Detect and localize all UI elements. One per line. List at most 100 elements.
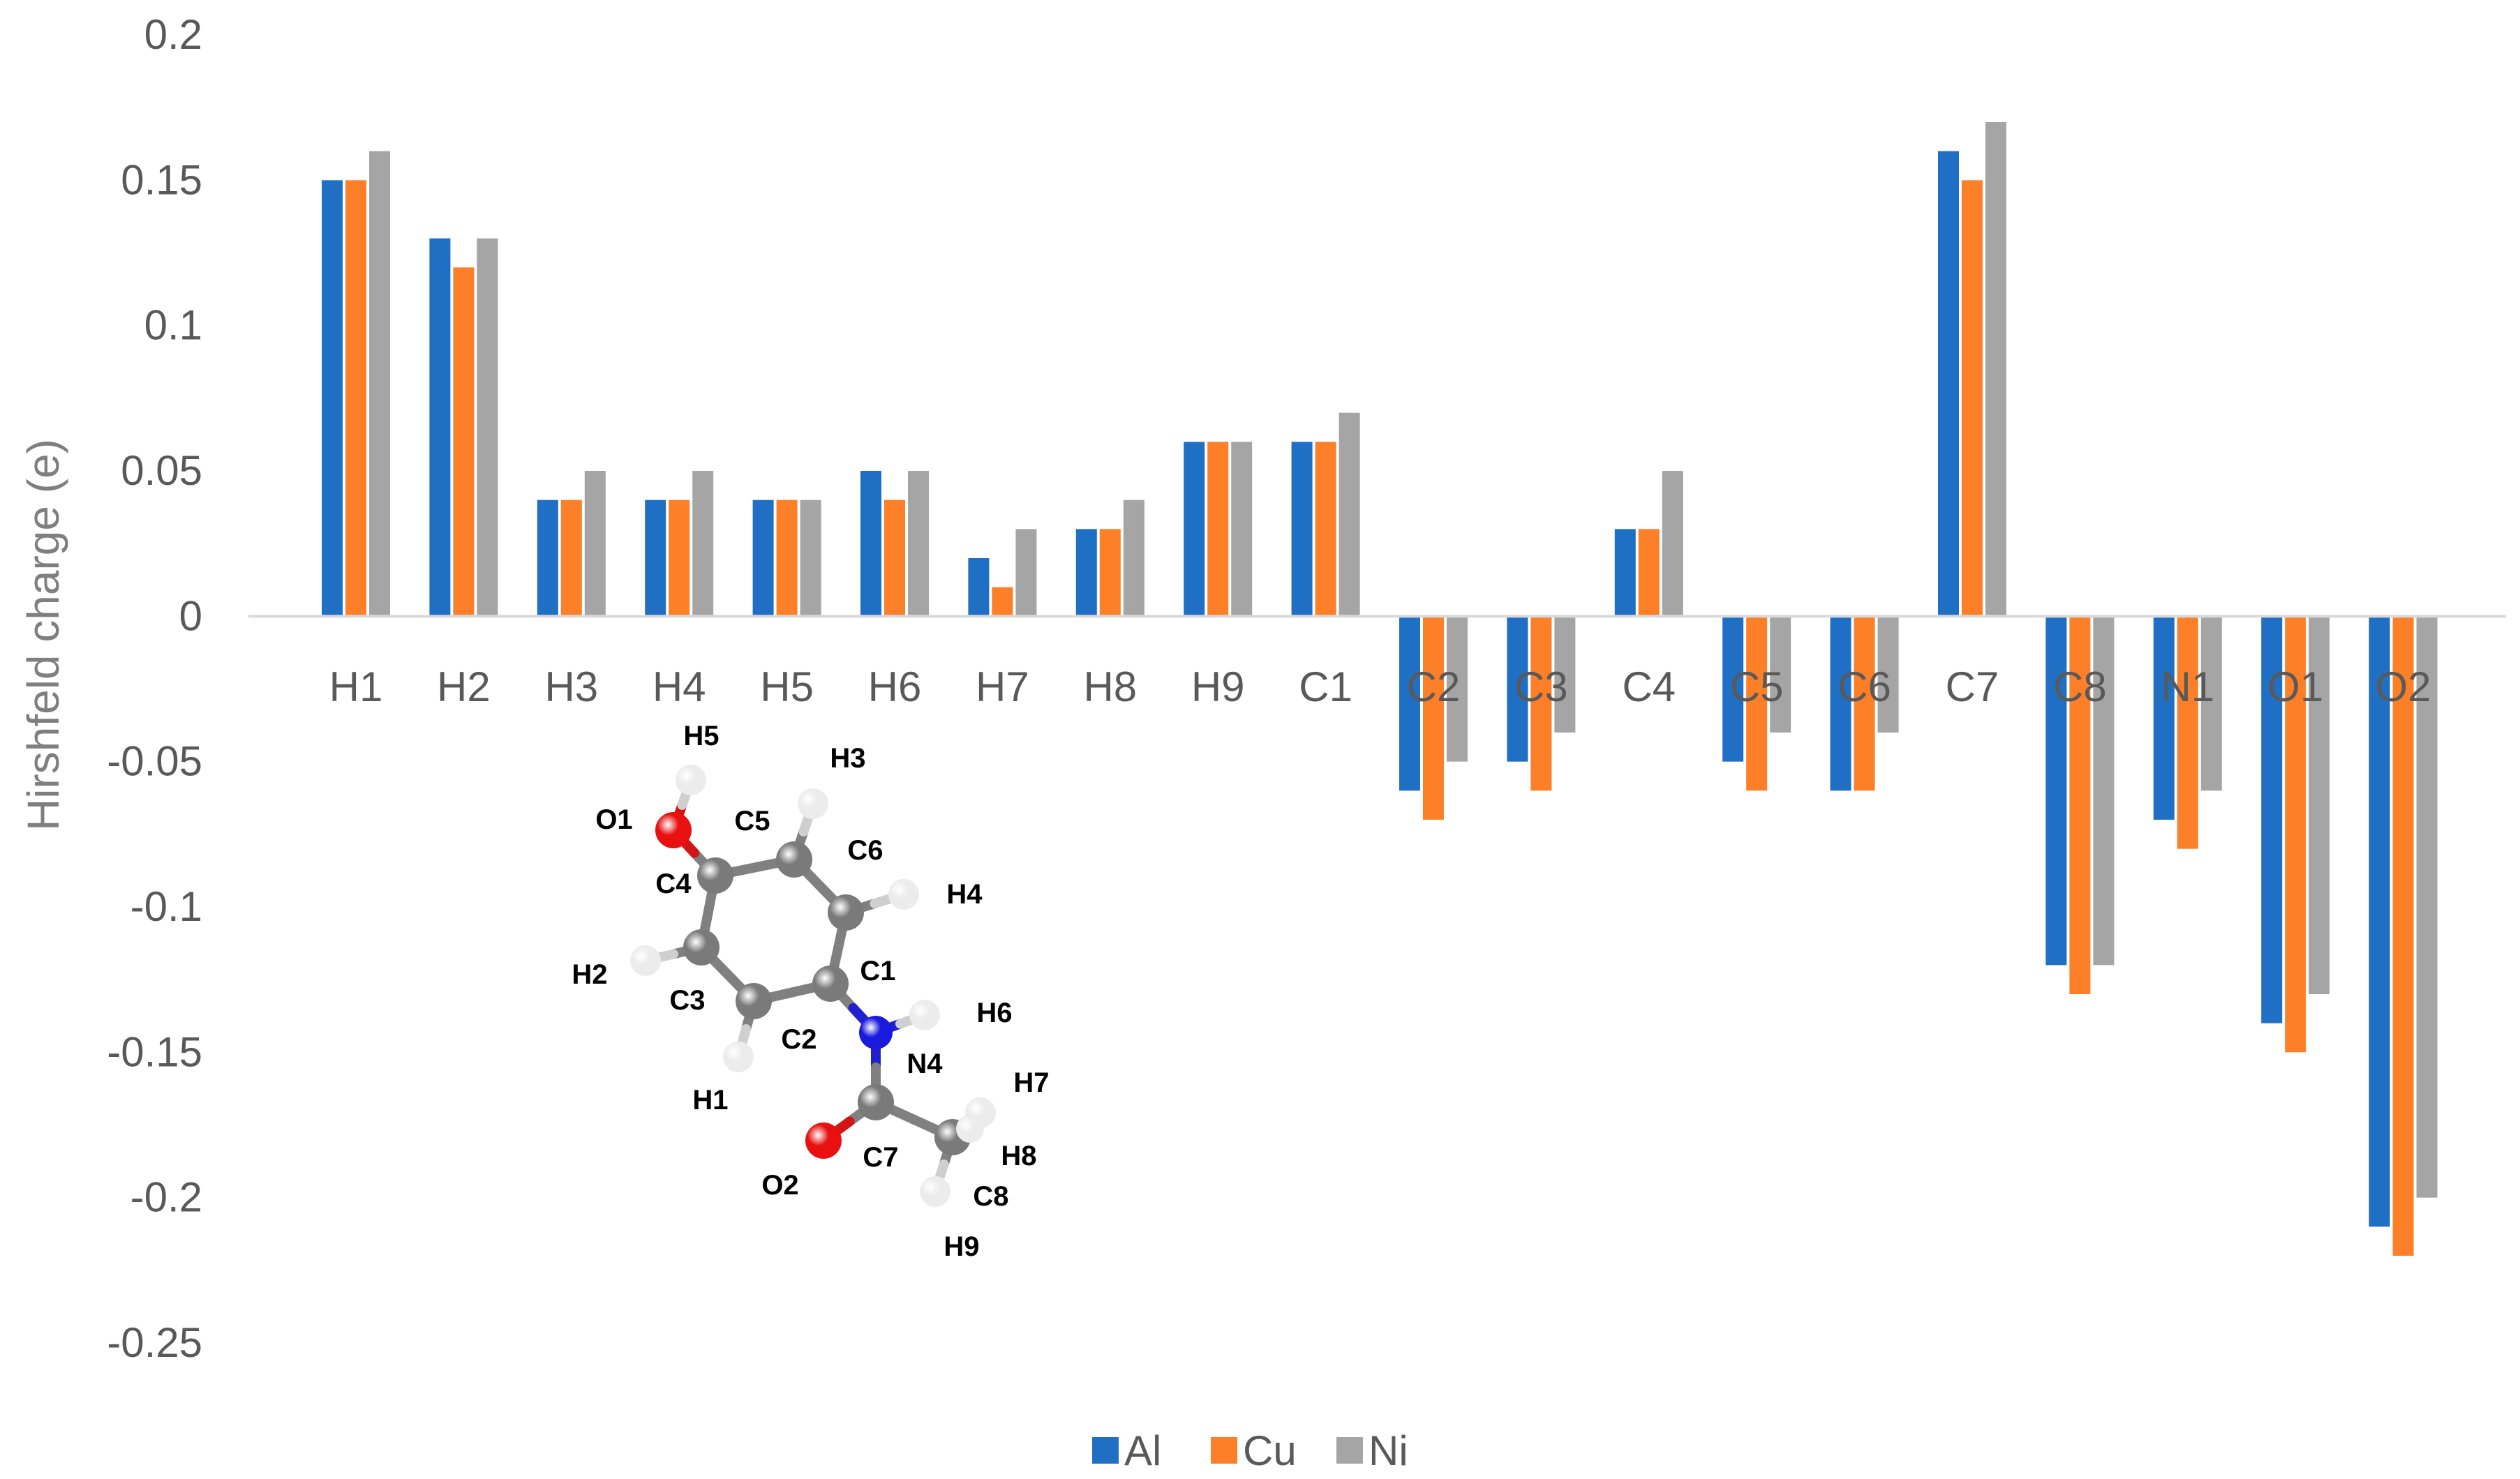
atom-h4 — [888, 879, 919, 910]
bar-cu-h7 — [992, 587, 1013, 617]
x-category-label: H4 — [653, 663, 706, 710]
bar-cu-h8 — [1099, 529, 1121, 617]
atom-label: N4 — [907, 1049, 943, 1079]
bar-ni-h6 — [908, 471, 929, 617]
bar-ni-o1 — [2309, 616, 2330, 994]
bar-cu-c5 — [1746, 616, 1768, 791]
bar-cu-h3 — [560, 500, 582, 617]
bar-al-h9 — [1184, 442, 1205, 617]
x-category-label: H5 — [760, 663, 814, 710]
legend-label-al: Al — [1124, 1427, 1161, 1474]
x-category-label: C3 — [1514, 663, 1568, 710]
bar-ni-h8 — [1123, 500, 1145, 617]
bar-al-h8 — [1075, 529, 1097, 617]
bar-ni-n1 — [2200, 616, 2222, 791]
x-category-label: H7 — [976, 663, 1029, 710]
y-tick-label: -0.1 — [131, 883, 202, 930]
x-category-label: C5 — [1730, 663, 1784, 710]
bar-cu-o2 — [2392, 616, 2414, 1256]
bar-ni-c5 — [1770, 616, 1791, 733]
bar-al-c7 — [1938, 151, 1959, 617]
atom-label: H5 — [683, 721, 719, 751]
atom-o2 — [805, 1123, 842, 1159]
bar-al-h4 — [645, 500, 666, 617]
atom-h6 — [909, 1000, 940, 1030]
bar-cu-h9 — [1207, 442, 1229, 617]
atom-label: H8 — [1001, 1141, 1036, 1171]
atom-label: C1 — [860, 956, 895, 986]
atom-h9 — [920, 1176, 950, 1207]
bar-cu-h5 — [776, 500, 798, 617]
atom-label: C3 — [669, 985, 705, 1016]
x-category-label: H8 — [1083, 663, 1137, 710]
bar-ni-h9 — [1231, 442, 1253, 617]
bar-cu-c1 — [1315, 442, 1336, 617]
y-tick-label: -0.25 — [107, 1319, 202, 1366]
y-tick-label: 0.05 — [121, 447, 202, 494]
atom-label: C7 — [863, 1142, 898, 1173]
bar-ni-c3 — [1554, 616, 1576, 733]
bar-al-c8 — [2045, 616, 2067, 966]
x-category-label: O2 — [2376, 663, 2431, 710]
legend: Al Cu Ni — [1092, 1427, 1408, 1474]
bar-al-h3 — [537, 500, 558, 617]
bar-al-o2 — [2369, 616, 2390, 1227]
x-category-label: C7 — [1946, 663, 1999, 710]
atom-label: H6 — [976, 998, 1012, 1028]
atom-n4 — [859, 1016, 893, 1049]
legend-label-ni: Ni — [1369, 1427, 1408, 1474]
atom-h1 — [723, 1042, 754, 1072]
y-tick-label: -0.2 — [131, 1174, 202, 1221]
bar-cu-n1 — [2177, 616, 2198, 849]
x-category-label: N1 — [2161, 663, 2214, 710]
atom-c7 — [858, 1084, 894, 1120]
bar-ni-h4 — [692, 471, 714, 617]
x-category-label: H9 — [1191, 663, 1245, 710]
molecule-atom-labels: H5 H3 O1 C5 C6 H4 C4 C1 H2 C3 C2 H6 N4 H7 H1 H8 C7 O2 C8 H9 — [572, 721, 1049, 1262]
x-category-label: C8 — [2053, 663, 2107, 710]
atom-label: C8 — [973, 1181, 1008, 1212]
bar-ni-h3 — [584, 471, 606, 617]
bar-al-c1 — [1291, 442, 1313, 617]
bar-cu-c2 — [1423, 616, 1444, 820]
x-category-label: H1 — [329, 663, 383, 710]
legend-swatch-cu — [1211, 1437, 1237, 1464]
bar-ni-c1 — [1339, 412, 1360, 617]
x-category-label: C2 — [1407, 663, 1461, 710]
bar-al-h5 — [752, 500, 774, 617]
y-axis-title: Hirshfeld charge (e) — [18, 439, 68, 831]
molecule-atoms — [630, 765, 996, 1207]
bar-cu-h1 — [345, 180, 366, 617]
legend-swatch-ni — [1336, 1437, 1363, 1464]
bar-al-c4 — [1614, 529, 1636, 617]
bar-cu-h6 — [884, 500, 905, 617]
bar-ni-h1 — [369, 151, 390, 617]
atom-label: H9 — [944, 1231, 979, 1262]
y-tick-label: 0.15 — [121, 156, 202, 203]
bar-al-c2 — [1399, 616, 1420, 791]
x-category-label: C6 — [1837, 663, 1891, 710]
x-category-label: C4 — [1622, 663, 1676, 710]
atom-c1 — [812, 966, 849, 1002]
bar-marks — [322, 122, 2438, 1256]
atom-c5 — [776, 841, 812, 878]
molecule-structure-diagram: H5 H3 O1 C5 C6 H4 C4 C1 H2 C3 C2 H6 N4 H7 H1 H8 C7 O2 C8 H9 — [572, 721, 1049, 1262]
bar-ni-c4 — [1662, 471, 1683, 617]
bar-ni-c7 — [1985, 122, 2006, 617]
atom-c4 — [697, 857, 733, 894]
bar-al-o1 — [2261, 616, 2283, 1023]
x-category-label: H3 — [544, 663, 598, 710]
y-axis-tick-labels: 0.2 0.15 0.1 0.05 0 -0.05 -0.1 -0.15 -0.2 -0.25 — [107, 11, 202, 1366]
atom-h2 — [630, 945, 661, 976]
bar-cu-h2 — [453, 267, 475, 617]
bar-al-h2 — [429, 238, 451, 617]
bar-al-c6 — [1830, 616, 1851, 791]
bar-cu-c7 — [1962, 180, 1983, 617]
atom-h8 — [956, 1115, 984, 1143]
bar-cu-h4 — [669, 500, 690, 617]
x-category-label: C1 — [1299, 663, 1352, 710]
atom-label: H2 — [572, 959, 607, 990]
atom-label: C2 — [781, 1024, 817, 1055]
atom-c2 — [736, 983, 772, 1019]
